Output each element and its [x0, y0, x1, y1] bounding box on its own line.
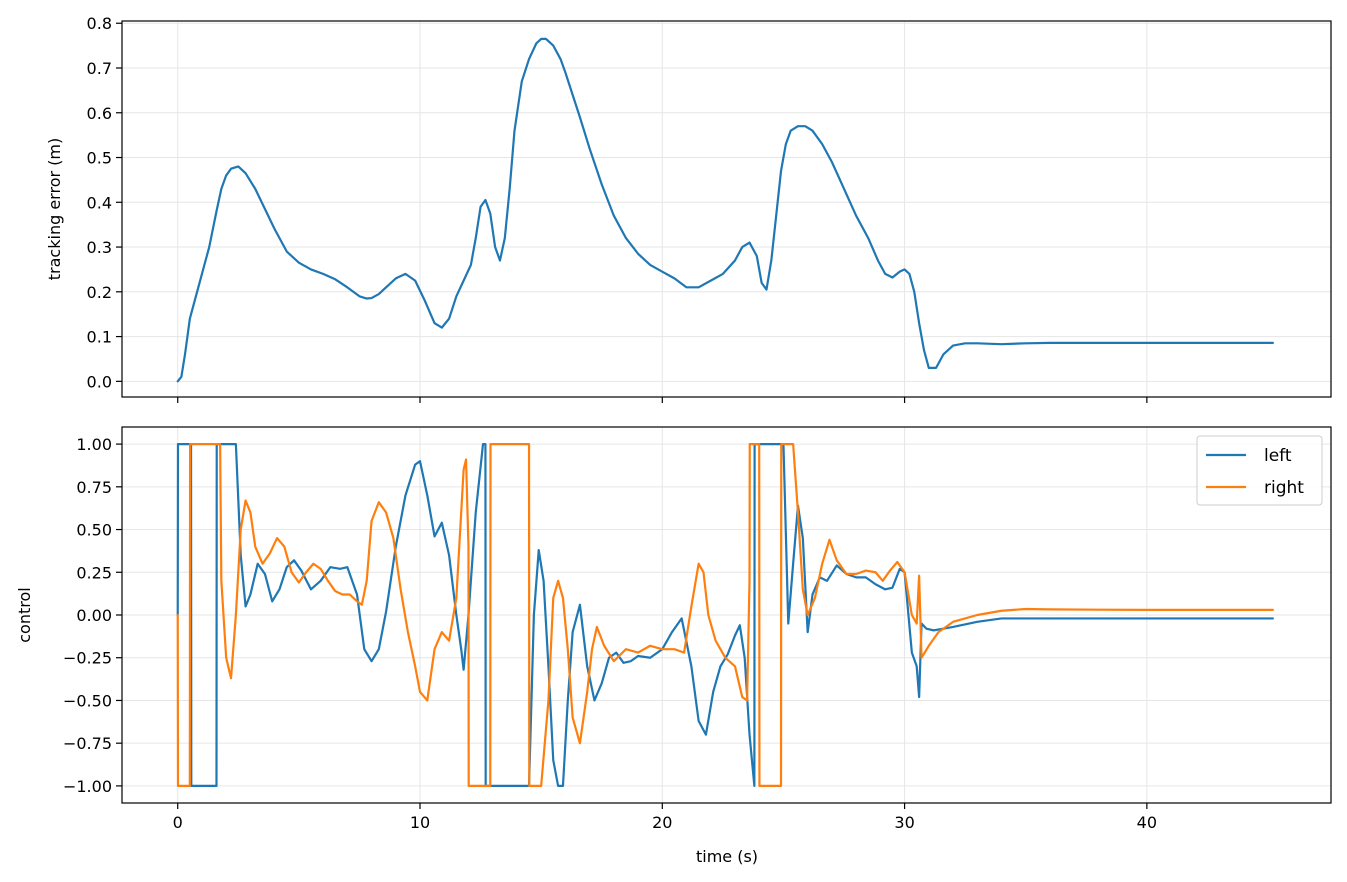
y-tick-label: −0.25	[63, 649, 112, 668]
series-lines	[176, 442, 1274, 788]
x-axis-label: time (s)	[696, 847, 758, 866]
y-tick-label: 0.4	[87, 193, 112, 212]
series-lines	[176, 37, 1274, 383]
x-tick-label: 20	[652, 813, 672, 832]
control-chart: 0 10 20 30 40 −1.00 −0.75 −0.50 −0.25 0.00 0.25 0.5…	[15, 426, 1332, 866]
legend: left right	[1196, 435, 1323, 506]
y-tick-label: 0.6	[87, 104, 112, 123]
series-line-right	[176, 442, 1274, 788]
y-tick-label: 0.3	[87, 238, 112, 257]
gridlines	[122, 427, 1331, 803]
x-tick-label: 10	[410, 813, 430, 832]
tracking-error-chart: 0.0 0.1 0.2 0.3 0.4 0.5 0.6 0.7 0.8 tracking err…	[45, 14, 1332, 403]
y-tick-label: −0.75	[63, 734, 112, 753]
ticks: 0.0 0.1 0.2 0.3 0.4 0.5 0.6 0.7 0.8	[87, 14, 1148, 403]
series-line-left	[176, 442, 1274, 788]
series-line-series-0	[176, 37, 1274, 383]
y-tick-label: 0.1	[87, 328, 112, 347]
x-tick-label: 0	[173, 813, 183, 832]
y-axis-label: tracking error (m)	[45, 138, 64, 280]
plot-frame	[121, 20, 1332, 398]
gridlines	[122, 21, 1331, 397]
y-tick-label: 0.25	[76, 563, 112, 582]
y-axis-label: control	[15, 587, 34, 642]
y-tick-label: 0.50	[76, 521, 112, 540]
legend-label-left: left	[1264, 446, 1292, 466]
y-tick-label: 0.2	[87, 283, 112, 302]
y-tick-label: 0.7	[87, 59, 112, 78]
x-tick-label: 40	[1137, 813, 1157, 832]
legend-label-right: right	[1264, 478, 1304, 498]
y-tick-label: 0.5	[87, 149, 112, 168]
y-tick-label: 0.00	[76, 606, 112, 625]
y-tick-label: 0.8	[87, 14, 112, 33]
x-tick-label: 30	[894, 813, 914, 832]
y-tick-label: −0.50	[63, 691, 112, 710]
ticks: 0 10 20 30 40 −1.00 −0.75 −0.50 −0.25 0.00 0.25 0.5…	[63, 435, 1157, 832]
y-tick-label: 0.0	[87, 372, 112, 391]
y-tick-label: 0.75	[76, 478, 112, 497]
y-tick-label: 1.00	[76, 435, 112, 454]
y-tick-label: −1.00	[63, 777, 112, 796]
